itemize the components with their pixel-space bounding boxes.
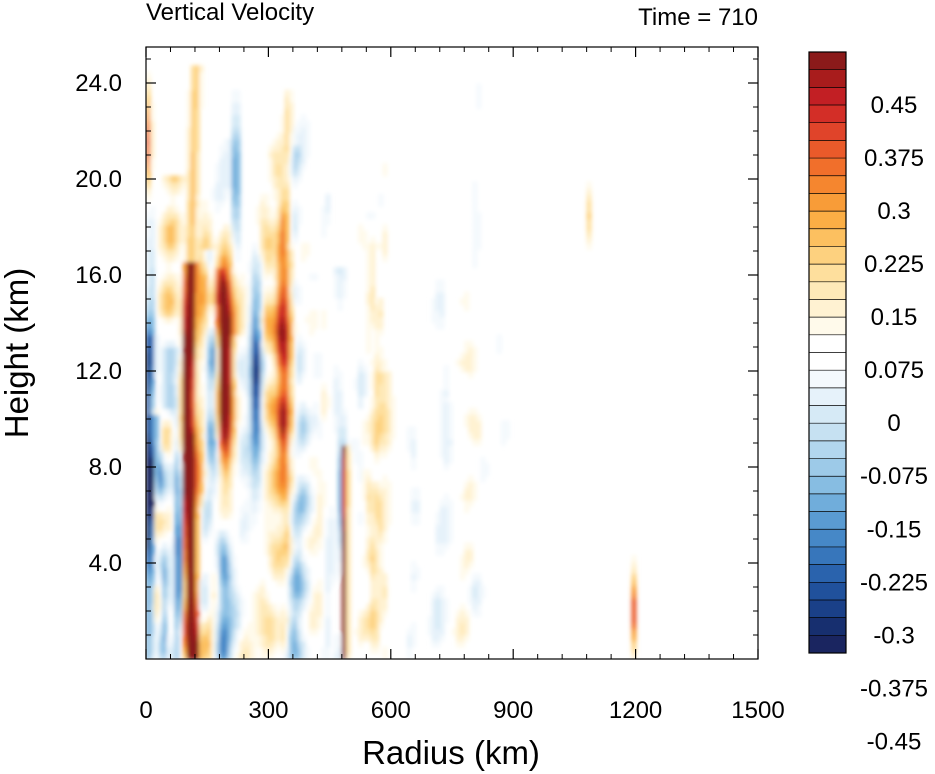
colorbar-tick-label: -0.45 <box>867 728 922 755</box>
colorbar-swatch <box>809 405 846 424</box>
colorbar-tick-label: -0.075 <box>860 463 928 490</box>
colorbar-swatch <box>809 69 846 88</box>
colorbar-tick-label: -0.375 <box>860 675 928 702</box>
colorbar-swatch <box>809 52 846 70</box>
y-tick-label: 4.0 <box>89 550 122 577</box>
colorbar-tick-label: 0.45 <box>871 92 918 119</box>
colorbar-swatch <box>809 317 846 336</box>
x-tick-label: 1500 <box>731 697 784 724</box>
colorbar-swatch <box>809 122 846 141</box>
y-tick-label: 12.0 <box>75 358 122 385</box>
colorbar-swatch <box>809 387 846 406</box>
colorbar-swatch <box>809 211 846 230</box>
heatmap-field <box>146 65 637 659</box>
y-tick-label: 24.0 <box>75 70 122 97</box>
colorbar: 0.45 0.375 0.3 0.225 0.15 0.075 0 -0.075 -0.15 -0… <box>808 51 928 755</box>
y-tick-label: 16.0 <box>75 262 122 289</box>
colorbar-swatch <box>809 617 846 636</box>
colorbar-swatch <box>809 246 846 265</box>
colorbar-swatch <box>809 264 846 283</box>
colorbar-swatch <box>809 511 846 530</box>
colorbar-swatch <box>809 175 846 194</box>
colorbar-tick-label: 0.3 <box>877 198 910 225</box>
colorbar-swatch <box>809 635 846 654</box>
colorbar-swatch <box>809 352 846 371</box>
colorbar-swatch <box>809 546 846 565</box>
colorbar-swatch <box>809 476 846 495</box>
colorbar-swatch <box>809 158 846 177</box>
x-tick-label: 300 <box>248 697 288 724</box>
colorbar-swatch <box>809 105 846 124</box>
chart-title: Vertical Velocity <box>146 0 314 26</box>
y-axis-label: Height (km) <box>0 268 35 439</box>
x-tick-label: 1200 <box>609 697 662 724</box>
colorbar-tick-label: -0.3 <box>873 622 914 649</box>
axis-ticks: 0 300 600 900 1200 1500 4.0 8.0 12.0 16.0 20.0 24.0 <box>75 47 785 724</box>
colorbar-swatch <box>809 440 846 459</box>
colorbar-swatch <box>809 87 846 106</box>
colorbar-tick-label: 0 <box>887 410 900 437</box>
colorbar-swatch <box>809 529 846 548</box>
colorbar-swatch <box>809 564 846 583</box>
colorbar-tick-label: 0.075 <box>864 357 924 384</box>
colorbar-tick-label: 0.15 <box>871 304 918 331</box>
x-tick-label: 900 <box>493 697 533 724</box>
colorbar-swatch <box>809 423 846 442</box>
plot-frame <box>145 46 759 660</box>
y-tick-label: 8.0 <box>89 454 122 481</box>
chart-time-label: Time = 710 <box>638 4 758 31</box>
y-tick-label: 20.0 <box>75 166 122 193</box>
colorbar-tick-label: 0.225 <box>864 251 924 278</box>
x-axis-label: Radius (km) <box>362 734 540 771</box>
x-tick-label: 0 <box>139 697 152 724</box>
colorbar-swatch <box>809 370 846 389</box>
colorbar-swatch <box>809 458 846 477</box>
colorbar-tick-label: -0.15 <box>867 516 922 543</box>
colorbar-swatch <box>809 334 846 353</box>
colorbar-swatch <box>809 582 846 601</box>
colorbar-swatch <box>809 299 846 318</box>
colorbar-tick-label: 0.375 <box>864 145 924 172</box>
colorbar-swatch <box>809 493 846 512</box>
colorbar-swatch <box>809 228 846 247</box>
x-tick-label: 600 <box>371 697 411 724</box>
colorbar-swatch <box>809 281 846 300</box>
colorbar-swatch <box>809 140 846 159</box>
colorbar-swatch <box>809 599 846 618</box>
colorbar-tick-label: -0.225 <box>860 569 928 596</box>
colorbar-swatch <box>809 193 846 212</box>
